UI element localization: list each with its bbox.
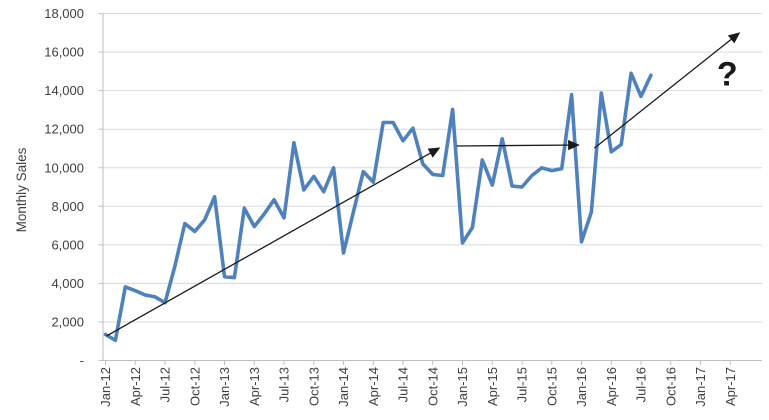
x-tick-label: Jan-17 bbox=[693, 367, 708, 407]
x-axis-tick-labels: Jan-12 Apr-12 Jul-12 Oct-12 Jan-13 Apr-13 Jul-… bbox=[98, 367, 738, 407]
x-tick-label: Apr-17 bbox=[723, 367, 738, 406]
x-tick-label: Jul-15 bbox=[515, 367, 530, 402]
x-tick-label: Apr-16 bbox=[604, 367, 619, 406]
x-tick-label: Jan-14 bbox=[336, 367, 351, 407]
y-tick-label: 12,000 bbox=[44, 122, 84, 137]
monthly-sales-line bbox=[103, 71, 653, 343]
y-axis-tick-labels: - 2,000 4,000 6,000 8,000 10,000 12,000 14,000 1… bbox=[44, 6, 84, 368]
axes bbox=[98, 13, 762, 365]
x-tick-label: Jan-13 bbox=[217, 367, 232, 407]
trend-arrow bbox=[593, 32, 741, 149]
x-tick-label: Oct-16 bbox=[663, 367, 678, 406]
x-tick-label: Apr-12 bbox=[128, 367, 143, 406]
y-tick-label: - bbox=[80, 353, 84, 368]
x-tick-label: Oct-15 bbox=[544, 367, 559, 406]
x-tick-label: Jan-15 bbox=[455, 367, 470, 407]
y-tick-label: 14,000 bbox=[44, 83, 84, 98]
x-tick-label: Apr-15 bbox=[485, 367, 500, 406]
trend-arrow bbox=[106, 147, 441, 337]
y-axis-title: Monthly Sales bbox=[14, 147, 29, 232]
y-tick-label: 16,000 bbox=[44, 45, 84, 60]
y-tick-label: 6,000 bbox=[51, 237, 84, 252]
x-tick-label: Apr-14 bbox=[366, 367, 381, 406]
x-tick-label: Jul-16 bbox=[634, 367, 649, 402]
y-tick-label: 10,000 bbox=[44, 160, 84, 175]
x-tick-label: Oct-12 bbox=[187, 367, 202, 406]
x-tick-label: Jul-14 bbox=[396, 367, 411, 402]
question-mark-annotation: ? bbox=[717, 55, 738, 93]
trend-arrow bbox=[456, 139, 580, 151]
x-tick-label: Jul-13 bbox=[277, 367, 292, 402]
y-tick-label: 18,000 bbox=[44, 6, 84, 21]
x-tick-label: Jan-12 bbox=[98, 367, 113, 407]
x-tick-label: Apr-13 bbox=[247, 367, 262, 406]
x-tick-label: Oct-14 bbox=[425, 367, 440, 406]
y-tick-label: 8,000 bbox=[51, 199, 84, 214]
trend-arrows bbox=[106, 32, 741, 337]
x-tick-label: Jul-12 bbox=[158, 367, 173, 402]
x-tick-label: Oct-13 bbox=[306, 367, 321, 406]
x-tick-label: Jan-16 bbox=[574, 367, 589, 407]
gridlines bbox=[103, 13, 762, 323]
y-tick-label: 2,000 bbox=[51, 314, 84, 329]
y-tick-label: 4,000 bbox=[51, 276, 84, 291]
